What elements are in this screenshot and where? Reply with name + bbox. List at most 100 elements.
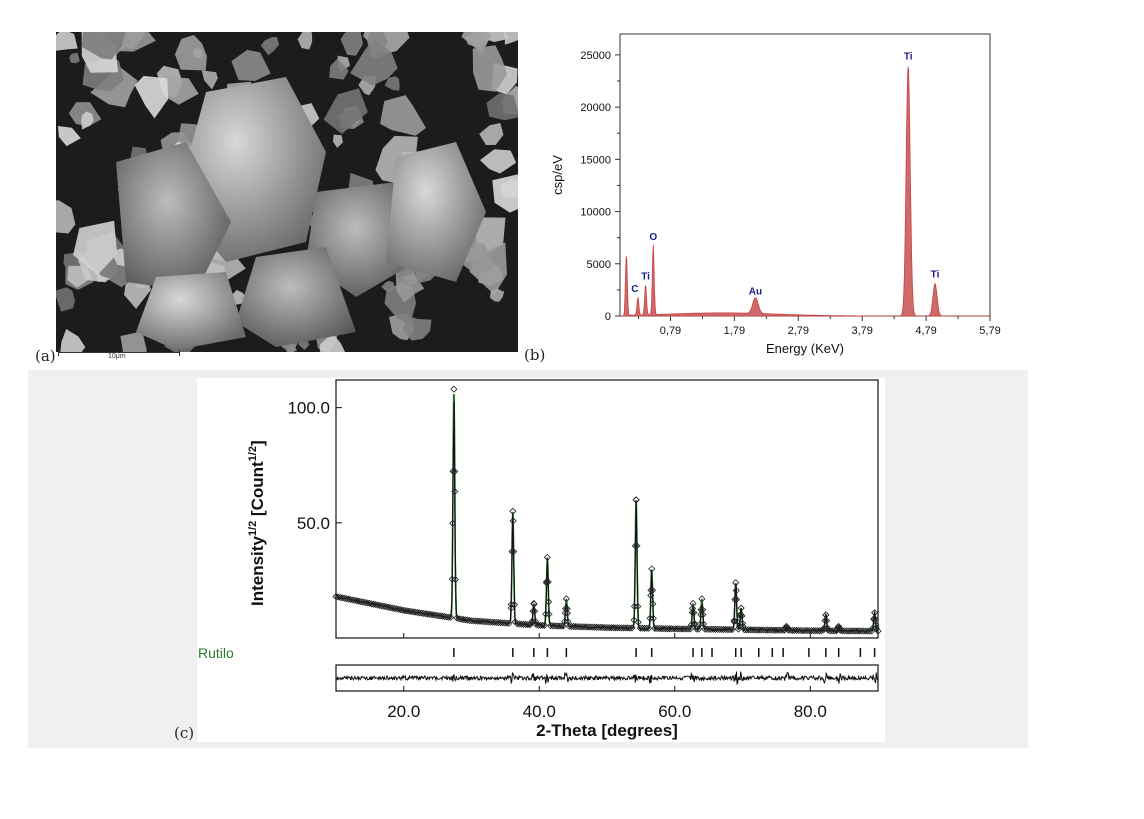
xrd-observed-point — [835, 624, 844, 632]
xrd-observed-point — [823, 617, 831, 625]
sem-particle — [260, 37, 280, 56]
sem-micrograph — [56, 32, 518, 352]
eds-xtick-label: 2,79 — [788, 325, 809, 337]
xrd-observed-point — [871, 615, 879, 623]
xrd-observed-point — [697, 610, 705, 619]
eds-plot-frame — [619, 33, 991, 317]
eds-peak-label: O — [649, 232, 657, 243]
xrd-observed-point — [647, 591, 655, 600]
xrd-observed-point — [409, 608, 417, 616]
sem-particle — [381, 280, 395, 293]
xrd-xtick-label: 80.0 — [794, 702, 827, 721]
xrd-observed-point — [730, 618, 738, 626]
xrd-yaxis-label: Intensity1/2 [Count1/2] — [247, 440, 267, 606]
xrd-observed-point — [399, 606, 407, 614]
xrd-ytick-label: 50.0 — [297, 514, 330, 533]
sem-particle — [192, 47, 204, 59]
xrd-observed-point — [411, 608, 419, 616]
xrd-observed-point — [530, 599, 538, 608]
xrd-observed-point — [738, 612, 746, 620]
eds-xtick-label: 5,79 — [979, 325, 1000, 337]
xrd-observed-point — [545, 610, 553, 618]
eds-peak-label: Au — [749, 286, 762, 297]
xrd-pattern-chart: 50.0 100.0 Rutilo 20.0 40.0 60.0 80.0 2-Theta [… — [197, 378, 885, 742]
xrd-observed-point — [543, 578, 551, 586]
sem-particle — [480, 149, 517, 174]
xrd-observed-point — [363, 599, 371, 607]
xrd-observed-point — [392, 605, 401, 613]
xrd-observed-point — [417, 609, 426, 617]
xrd-observed-point — [823, 624, 832, 632]
xrd-observed-point — [450, 385, 458, 393]
xrd-observed-point — [367, 600, 376, 608]
xrd-observed-point — [563, 609, 571, 617]
xrd-observed-point — [449, 519, 457, 527]
xrd-observed-point — [426, 610, 434, 618]
eds-peak-label: C — [631, 284, 638, 295]
xrd-observed-point — [380, 602, 388, 610]
sem-particle — [60, 329, 86, 352]
panel-label-a: (a) — [35, 347, 56, 365]
xrd-observed-point — [508, 547, 516, 556]
sem-particle — [395, 269, 425, 303]
xrd-observed-point — [543, 553, 551, 561]
eds-peak-label: Ti — [904, 51, 913, 62]
sem-particle — [472, 45, 508, 92]
xrd-observed-point — [365, 599, 373, 607]
xrd-observed-point — [388, 604, 396, 612]
xrd-observed-point — [419, 609, 428, 617]
xrd-observed-point — [342, 595, 350, 603]
xrd-observed-point — [684, 625, 692, 633]
xrd-observed-point — [442, 613, 451, 621]
xrd-observed-point — [736, 612, 744, 620]
xrd-observed-point — [463, 616, 471, 624]
sem-particle — [503, 32, 518, 45]
eds-xaxis-label: Energy (KeV) — [766, 341, 844, 356]
xrd-observed-point — [403, 607, 411, 615]
xrd-observed-point — [349, 596, 357, 604]
sem-particle — [489, 288, 505, 302]
xrd-xaxis-label: 2-Theta [degrees] — [536, 721, 678, 740]
xrd-observed-point — [648, 586, 657, 594]
xrd-observed-point — [561, 605, 570, 613]
sem-particle — [81, 32, 126, 60]
sem-particle — [231, 49, 271, 81]
xrd-observed-point — [699, 611, 707, 619]
eds-ytick-label: 0 — [605, 311, 611, 323]
xrd-observed-point — [630, 602, 639, 610]
xrd-observed-point — [424, 610, 432, 618]
xrd-observed-point — [465, 616, 473, 624]
xrd-observed-point — [697, 606, 705, 614]
xrd-observed-point — [338, 594, 346, 602]
xrd-observed-point — [649, 600, 657, 608]
xrd-observed-point — [332, 592, 340, 601]
xrd-observed-point — [631, 542, 639, 550]
sem-particle — [380, 95, 426, 136]
xrd-observed-point — [503, 619, 511, 627]
sem-particle — [333, 134, 343, 148]
xrd-observed-point — [646, 614, 654, 622]
xrd-observed-point — [440, 613, 448, 621]
xrd-observed-point — [626, 624, 634, 632]
xrd-observed-point — [505, 619, 513, 627]
eds-peak-label: Ti — [931, 270, 940, 281]
eds-ytick-label: 5000 — [587, 259, 611, 271]
xrd-observed-point — [428, 611, 436, 619]
xrd-observed-point — [563, 605, 571, 613]
xrd-observed-point — [336, 593, 344, 601]
xrd-observed-point — [784, 626, 792, 634]
xrd-observed-point — [457, 615, 465, 623]
xrd-observed-point — [732, 595, 741, 604]
xrd-observed-point — [647, 586, 655, 594]
eds-xtick-label: 3,79 — [851, 325, 872, 337]
xrd-observed-point — [818, 627, 826, 635]
xrd-observed-point — [689, 599, 697, 608]
xrd-observed-point — [557, 622, 565, 630]
xrd-observed-point — [432, 611, 440, 619]
xrd-observed-point — [510, 548, 518, 556]
xrd-observed-point — [632, 496, 640, 504]
xrd-observed-point — [698, 595, 706, 603]
sem-particle — [384, 76, 400, 91]
sem-crystal — [116, 142, 231, 292]
xrd-observed-point — [628, 624, 636, 632]
